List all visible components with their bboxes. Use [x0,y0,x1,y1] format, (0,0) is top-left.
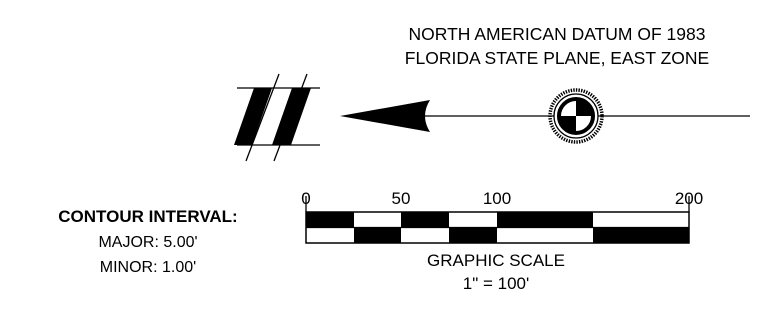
graphic-scale-ratio: 1" = 100' [463,274,529,293]
contour-interval-heading: CONTOUR INTERVAL: [58,207,237,226]
scale-tick-label: 100 [483,189,511,208]
contour-major: MAJOR: 5.00' [98,234,197,251]
contour-minor: MINOR: 1.00' [100,259,196,276]
datum-line-1: NORTH AMERICAN DATUM OF 1983 [409,24,706,44]
north-arrow [340,100,750,132]
control-point-icon [548,88,604,144]
scale-tick-label: 50 [392,189,411,208]
graphic-scale-title: GRAPHIC SCALE [427,251,565,270]
datum-line-2: FLORIDA STATE PLANE, EAST ZONE [405,48,709,68]
graphic-scale-bar: 0 50 100 200 [301,189,703,244]
break-line-symbol [234,73,320,162]
